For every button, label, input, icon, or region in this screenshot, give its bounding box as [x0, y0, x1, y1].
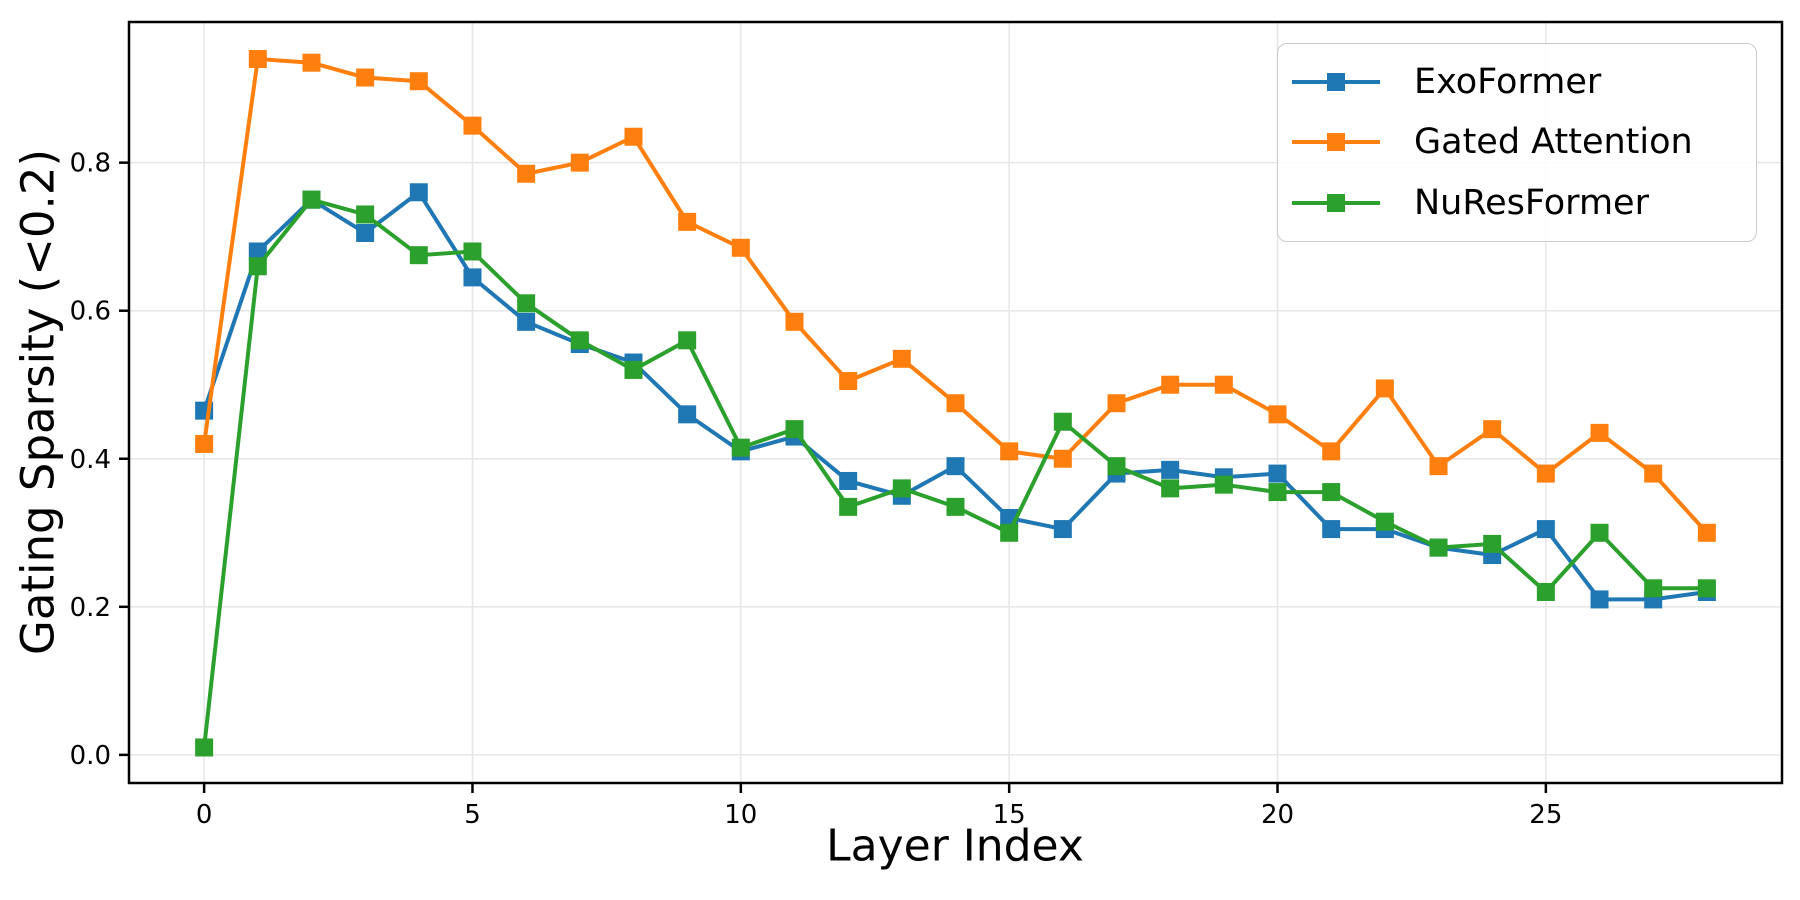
data-point-marker	[839, 497, 858, 516]
data-point-marker	[1268, 405, 1287, 424]
data-point-marker	[1161, 460, 1180, 479]
data-point-marker	[195, 738, 214, 757]
legend-item-gated-attention: Gated Attention	[1292, 113, 1742, 171]
y-tick-label: 0.0	[70, 741, 111, 771]
data-point-marker	[1483, 420, 1502, 439]
data-point-marker	[1214, 475, 1233, 494]
data-point-marker	[1322, 483, 1341, 502]
data-point-marker	[248, 50, 267, 69]
legend-line-marker-icon	[1292, 132, 1380, 152]
data-point-marker	[1483, 534, 1502, 553]
legend: ExoFormer Gated Attention NuResFormer	[1277, 43, 1757, 242]
data-point-marker	[678, 405, 697, 424]
x-tick-label: 15	[993, 800, 1026, 830]
data-point-marker	[892, 479, 911, 498]
data-point-marker	[1429, 457, 1448, 476]
y-tick-label: 0.6	[70, 297, 111, 327]
data-point-marker	[1107, 394, 1126, 413]
data-point-marker	[1053, 449, 1072, 468]
data-point-marker	[946, 394, 965, 413]
data-point-marker	[463, 242, 482, 261]
data-point-marker	[1000, 442, 1019, 461]
data-point-marker	[678, 212, 697, 231]
data-point-marker	[946, 497, 965, 516]
data-point-marker	[1590, 423, 1609, 442]
y-tick-label: 0.4	[70, 445, 111, 475]
data-point-marker	[356, 205, 375, 224]
data-point-marker	[1214, 375, 1233, 394]
data-point-marker	[839, 471, 858, 490]
axes-spines	[127, 20, 1784, 785]
legend-label: ExoFormer	[1414, 62, 1602, 103]
data-point-marker	[356, 223, 375, 242]
data-point-marker	[1644, 464, 1663, 483]
data-point-marker	[678, 331, 697, 350]
data-point-marker	[1697, 579, 1716, 598]
data-point-marker	[570, 153, 589, 172]
x-tick-label: 25	[1529, 800, 1562, 830]
data-point-marker	[409, 183, 428, 202]
data-point-marker	[356, 68, 375, 87]
data-point-marker	[1590, 590, 1609, 609]
data-point-marker	[517, 164, 536, 183]
y-tick-label: 0.2	[70, 593, 111, 623]
data-point-marker	[463, 116, 482, 135]
data-point-marker	[731, 438, 750, 457]
data-point-marker	[624, 360, 643, 379]
data-point-marker	[785, 420, 804, 439]
legend-label: Gated Attention	[1414, 122, 1693, 163]
data-point-marker	[248, 242, 267, 261]
data-point-marker	[1268, 464, 1287, 483]
data-point-marker	[463, 268, 482, 287]
data-point-marker	[1107, 457, 1126, 476]
data-point-marker	[1053, 412, 1072, 431]
data-point-marker	[409, 246, 428, 265]
data-point-marker	[195, 434, 214, 453]
data-point-marker	[570, 331, 589, 350]
data-point-marker	[1644, 579, 1663, 598]
data-point-marker	[1375, 379, 1394, 398]
data-point-marker	[1536, 583, 1555, 602]
data-point-marker	[1536, 464, 1555, 483]
data-point-marker	[1697, 523, 1716, 542]
data-point-marker	[839, 372, 858, 391]
data-point-marker	[517, 294, 536, 313]
x-axis-title: Layer Index	[826, 820, 1084, 872]
data-point-marker	[1322, 442, 1341, 461]
data-point-marker	[1322, 520, 1341, 539]
data-point-marker	[1268, 483, 1287, 502]
data-point-marker	[517, 312, 536, 331]
data-point-marker	[248, 257, 267, 276]
data-point-marker	[1429, 538, 1448, 557]
data-point-marker	[302, 190, 321, 209]
x-tick-label: 10	[724, 800, 757, 830]
data-point-marker	[302, 53, 321, 72]
data-point-marker	[785, 312, 804, 331]
x-tick-label: 20	[1261, 800, 1294, 830]
data-point-marker	[409, 72, 428, 91]
data-point-marker	[946, 457, 965, 476]
legend-line-marker-icon	[1292, 193, 1380, 213]
x-tick-label: 0	[196, 800, 213, 830]
legend-line-marker-icon	[1292, 72, 1380, 92]
data-point-marker	[1590, 523, 1609, 542]
data-point-marker	[1053, 520, 1072, 539]
data-point-marker	[731, 238, 750, 257]
legend-item-exoformer: ExoFormer	[1292, 53, 1742, 111]
data-point-marker	[892, 349, 911, 368]
y-tick-label: 0.8	[70, 149, 111, 179]
data-point-marker	[1161, 479, 1180, 498]
y-axis-title: Gating Sparsity (<0.2)	[11, 148, 65, 656]
legend-label: NuResFormer	[1414, 182, 1649, 223]
data-point-marker	[1375, 512, 1394, 531]
data-point-marker	[1161, 375, 1180, 394]
legend-item-nuresformer: NuResFormer	[1292, 174, 1742, 232]
x-tick-label: 5	[464, 800, 481, 830]
data-point-marker	[1000, 523, 1019, 542]
data-point-marker	[624, 127, 643, 146]
data-point-marker	[1536, 520, 1555, 539]
